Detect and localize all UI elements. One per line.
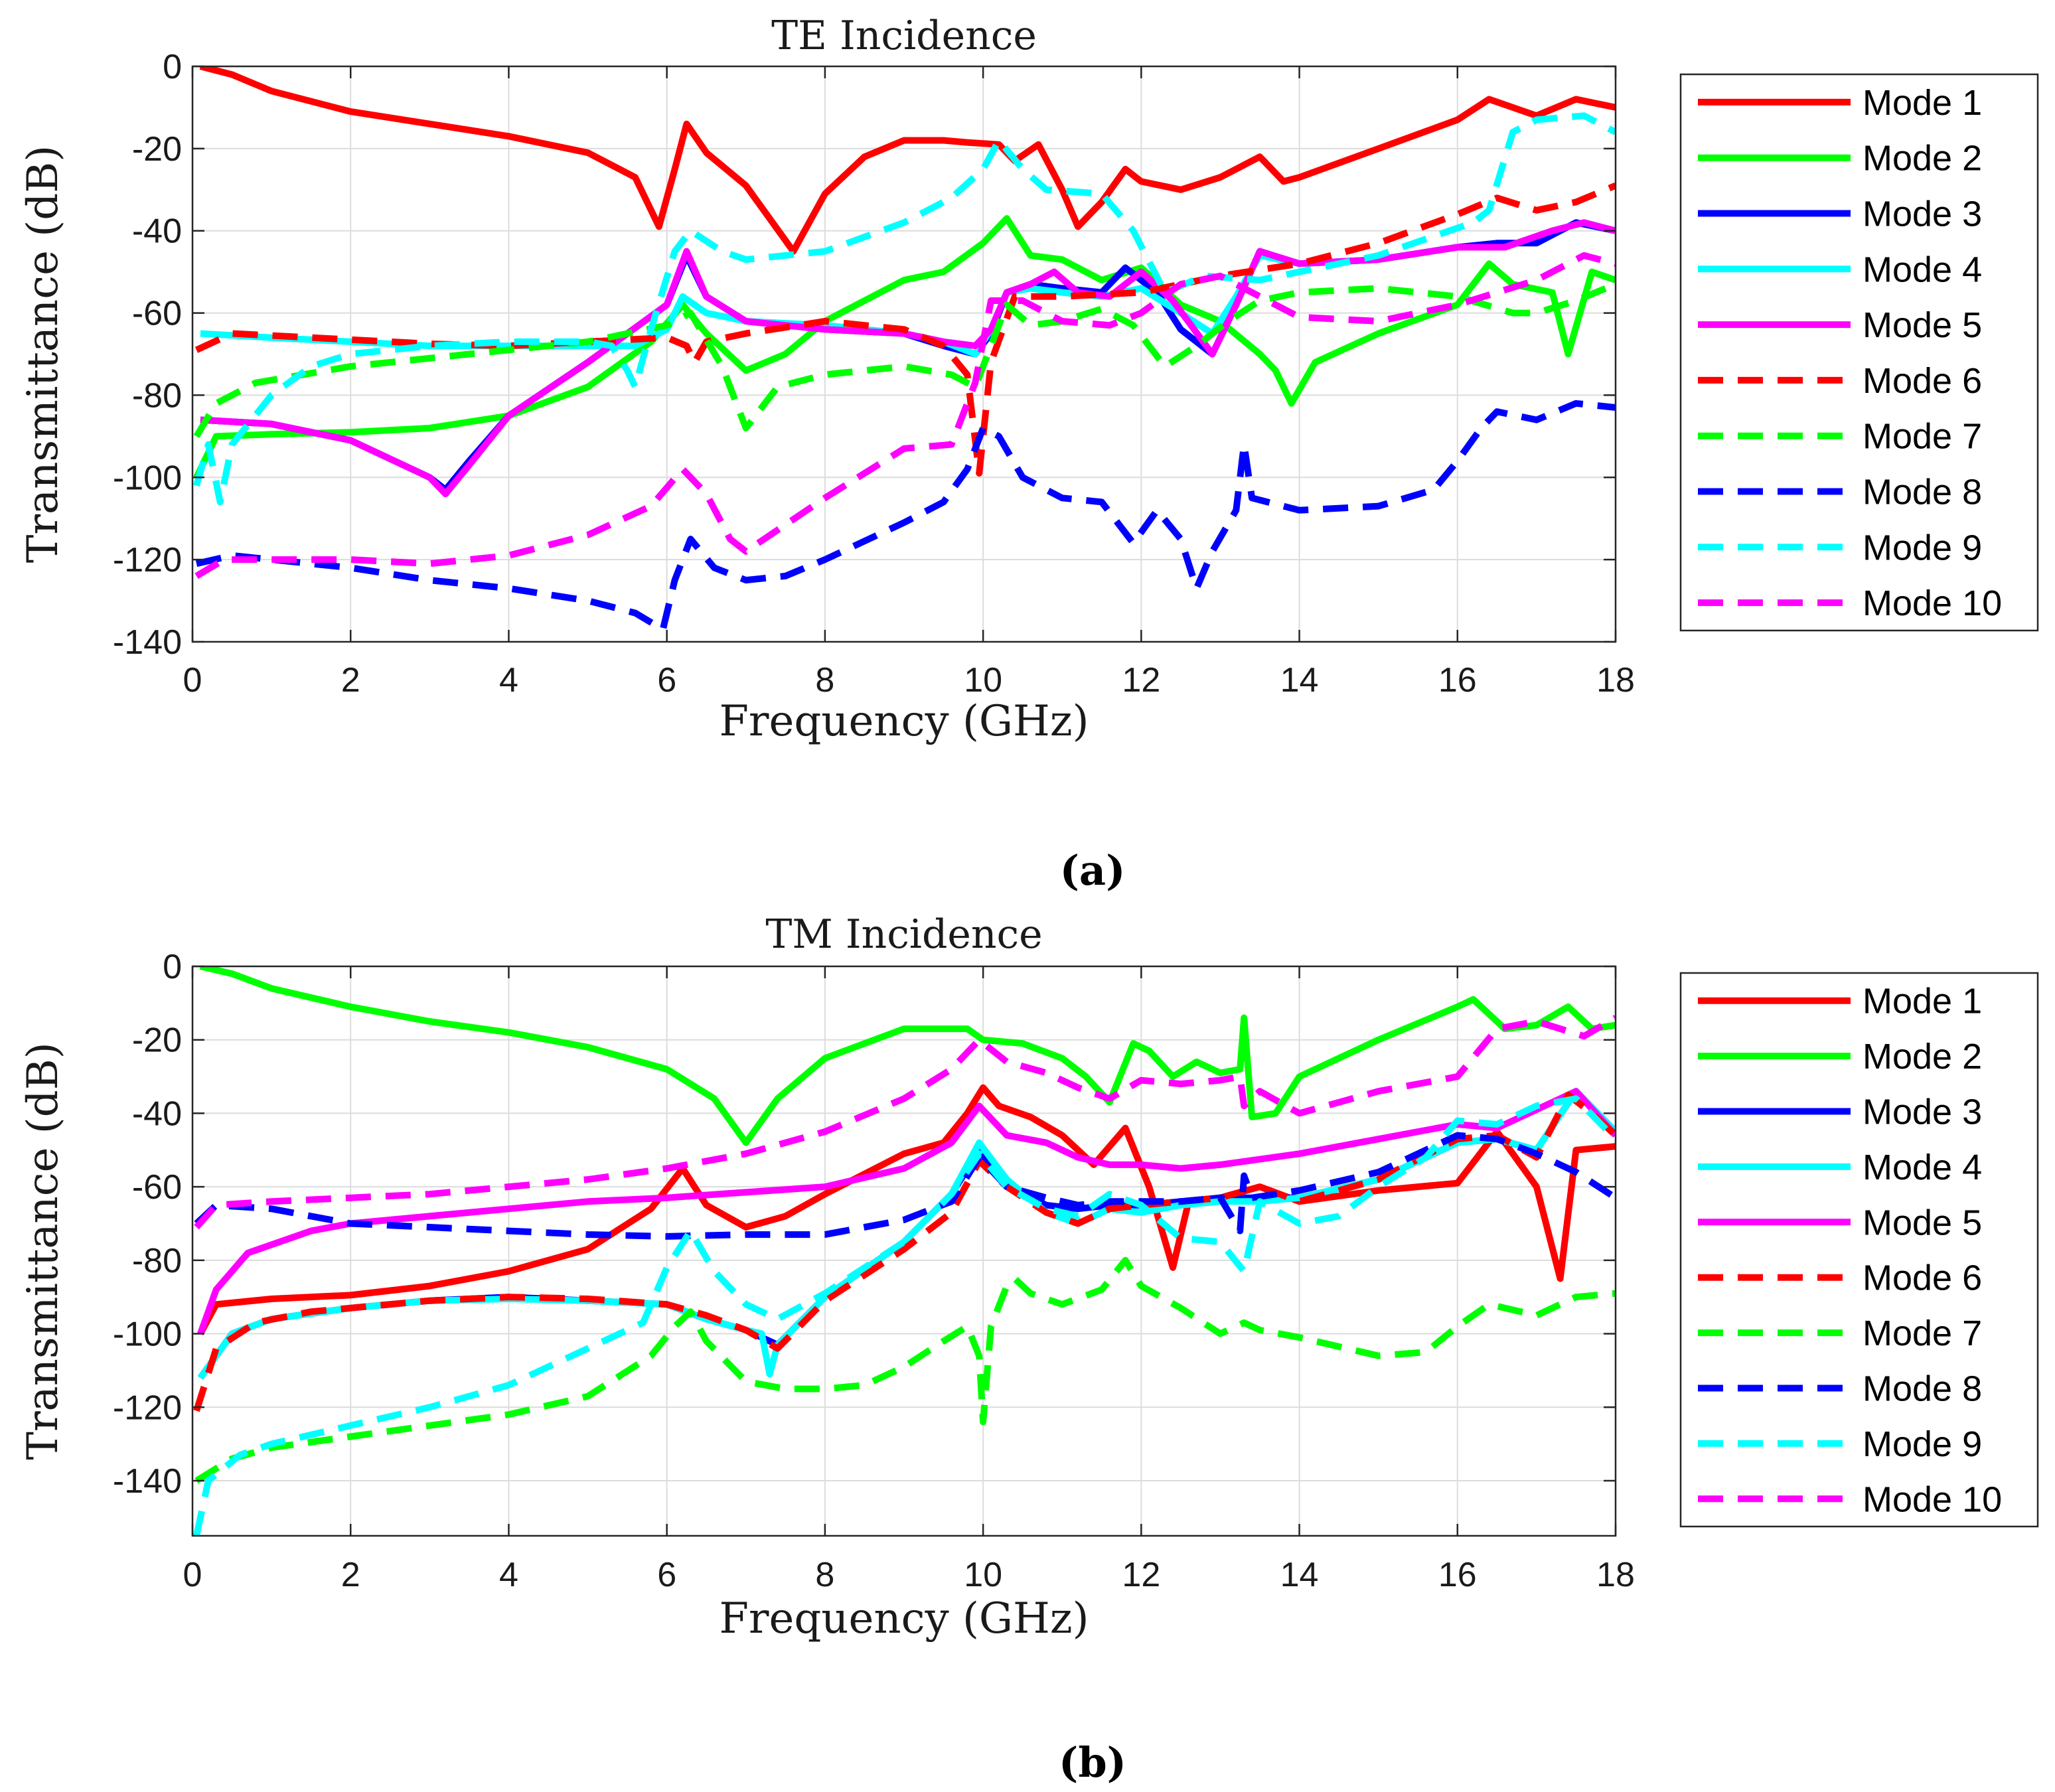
- x-tick-label: 8: [815, 1556, 834, 1594]
- legend-label-mode-3: Mode 3: [1863, 194, 1982, 234]
- x-tick-label: 10: [964, 661, 1002, 700]
- x-tick-label: 14: [1280, 1556, 1319, 1594]
- plot-area: [192, 66, 1616, 642]
- series-line-mode-8-dashed: [194, 1132, 1616, 1240]
- x-tick-label: 16: [1438, 661, 1477, 700]
- legend-label-mode-7: Mode 7: [1863, 417, 1982, 457]
- y-tick-label: -140: [113, 1462, 182, 1501]
- y-tick-label: 0: [163, 948, 182, 986]
- legend-box: [1679, 972, 2039, 1528]
- x-tick-label: 12: [1122, 1556, 1160, 1594]
- y-tick-label: -120: [113, 541, 182, 579]
- chart-tm-incidence: 0 2 4 6 8 10 12 14 16 18 0 -20 -40 -60 -80 -100 -120 -140…: [19, 911, 2039, 1643]
- axes-box: [191, 65, 1617, 643]
- y-tick-label: -80: [132, 1242, 182, 1280]
- series-group: [193, 966, 1616, 1536]
- legend-label-mode-9: Mode 9: [1863, 528, 1982, 567]
- legend-label-mode-8: Mode 8: [1863, 473, 1982, 512]
- x-tick-label: 0: [183, 1556, 202, 1594]
- x-tick-label: 2: [341, 661, 360, 700]
- x-tick-label: 6: [657, 1556, 676, 1594]
- series-line-mode-10-dashed: [194, 252, 1616, 579]
- x-tick-label: 0: [183, 661, 202, 700]
- legend-label-mode-6: Mode 6: [1863, 361, 1982, 401]
- legend-label-mode-5: Mode 5: [1863, 1203, 1982, 1242]
- series-line-mode-7-dashed: [194, 1256, 1616, 1484]
- series-line-mode-10-dashed: [194, 1015, 1616, 1230]
- x-tick-label: 2: [341, 1556, 360, 1594]
- y-tick-label: 0: [163, 48, 182, 86]
- y-tick-label: -60: [132, 295, 182, 333]
- series-line-mode-2-solid: [199, 966, 1616, 1146]
- series-line-mode-6-dashed: [193, 1091, 1616, 1412]
- legend-label-mode-1: Mode 1: [1863, 982, 1982, 1021]
- y-tick-label: -100: [113, 459, 182, 497]
- y-tick-label: -100: [113, 1315, 182, 1354]
- legend-box: [1679, 73, 2039, 632]
- x-tick-label: 16: [1438, 1556, 1477, 1594]
- legend-label-mode-7: Mode 7: [1863, 1313, 1982, 1353]
- series-line-mode-7-dashed: [193, 281, 1616, 438]
- chart-title: TE Incidence: [771, 13, 1037, 59]
- y-tick-label: -40: [132, 1094, 182, 1133]
- y-tick-label: -60: [132, 1168, 182, 1207]
- legend-label-mode-2: Mode 2: [1863, 139, 1982, 179]
- legend: Mode 1 Mode 2 Mode 3 Mode 4 Mode 5 Mode 6 Mode…: [1679, 73, 2039, 632]
- x-tick-label: 12: [1122, 661, 1160, 700]
- y-tick-label: -140: [113, 623, 182, 662]
- series-line-mode-5-solid: [197, 1088, 1616, 1335]
- y-tick-label: -80: [132, 376, 182, 415]
- x-tick-label: 18: [1596, 661, 1635, 700]
- y-tick-label: -40: [132, 212, 182, 251]
- legend-label-mode-4: Mode 4: [1863, 250, 1982, 289]
- x-tick-label: 14: [1280, 661, 1319, 700]
- series-line-mode-8-dashed: [195, 400, 1616, 633]
- chart-te-incidence: 0 2 4 6 8 10 12 14 16 18 0 -20 -40 -60 -80 -100 -120 -140…: [19, 13, 2039, 746]
- legend-label-mode-3: Mode 3: [1863, 1092, 1982, 1132]
- grid: [192, 966, 1616, 1536]
- legend-label-mode-10: Mode 10: [1863, 1479, 2002, 1519]
- chart-title: TM Incidence: [765, 911, 1042, 958]
- series-line-mode-2-solid: [193, 215, 1616, 479]
- series-line-mode-9-dashed: [193, 1095, 1616, 1536]
- y-tick-label: -20: [132, 1021, 182, 1060]
- x-tick-label: 4: [499, 1556, 518, 1594]
- legend-label-mode-1: Mode 1: [1863, 83, 1982, 123]
- legend-label-mode-5: Mode 5: [1863, 305, 1982, 345]
- caption-b: (b): [1059, 1738, 1126, 1787]
- x-tick-label: 6: [657, 661, 676, 700]
- legend: Mode 1 Mode 2 Mode 3 Mode 4 Mode 5 Mode 6 Mode…: [1679, 972, 2039, 1528]
- x-tick-label: 8: [815, 661, 834, 700]
- x-tick-label: 10: [964, 1556, 1002, 1594]
- y-axis-label: Transmittance (dB): [19, 1042, 68, 1459]
- axes-box: [191, 965, 1617, 1537]
- legend-label-mode-4: Mode 4: [1863, 1148, 1982, 1187]
- x-tick-label: 4: [499, 661, 518, 700]
- x-tick-label: 18: [1596, 1556, 1635, 1594]
- y-axis-label: Transmittance (dB): [19, 145, 68, 563]
- legend-label-mode-2: Mode 2: [1863, 1037, 1982, 1077]
- legend-label-mode-8: Mode 8: [1863, 1369, 1982, 1409]
- series-line-mode-1-solid: [197, 1084, 1616, 1335]
- legend-label-mode-9: Mode 9: [1863, 1424, 1982, 1464]
- y-tick-label: -120: [113, 1388, 182, 1427]
- series-line-mode-1-solid: [199, 66, 1616, 255]
- y-tick-label: -20: [132, 130, 182, 169]
- legend-label-mode-6: Mode 6: [1863, 1258, 1982, 1298]
- grid: [192, 66, 1616, 642]
- series-group: [193, 66, 1616, 633]
- series-line-mode-9-dashed: [193, 112, 1616, 506]
- x-axis-label: Frequency (GHz): [719, 697, 1089, 746]
- caption-a: (a): [1060, 846, 1126, 895]
- x-axis-label: Frequency (GHz): [719, 1594, 1089, 1643]
- legend-label-mode-10: Mode 10: [1863, 583, 2002, 623]
